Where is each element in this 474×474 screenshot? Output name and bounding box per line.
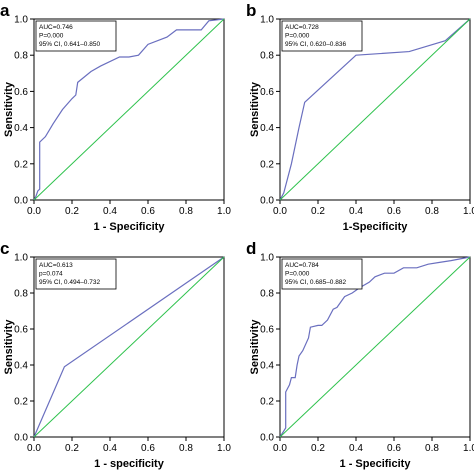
y-tick-label: 0.0 (14, 196, 28, 207)
x-tick-label: 0.0 (273, 443, 287, 454)
panel-letter: a (0, 1, 10, 20)
x-tick-label: 0.6 (141, 206, 155, 217)
annotation-line: 95% CI, 0.641–0.850 (39, 41, 100, 48)
reference-line (33, 256, 225, 438)
reference-line (279, 256, 471, 438)
x-tick-label: 0.2 (311, 443, 325, 454)
y-tick-label: 0.8 (14, 289, 28, 300)
x-tick-label: 0.4 (103, 443, 117, 454)
roc-panel-b: 0.0 0.2 0.4 0.6 0.8 1.0 0.0 0.2 0.4 0.6 0.8 1.0 1-Sp… (246, 1, 474, 233)
y-tick-label: 1.0 (14, 253, 28, 264)
panel-letter: d (246, 239, 256, 258)
x-tick-label: 0.4 (349, 443, 363, 454)
roc-curve (33, 256, 225, 438)
y-axis-title: Sensitivity (3, 319, 15, 375)
y-tick-label: 0.8 (14, 51, 28, 62)
y-tick-label: 1.0 (260, 15, 274, 26)
roc-curve (279, 256, 471, 438)
annotation-line: P=0.000 (285, 271, 310, 278)
x-tick-label: 0.4 (103, 206, 117, 217)
x-tick-label: 0.8 (179, 443, 193, 454)
annotation-line: p=0.074 (39, 271, 63, 278)
x-tick-label: 0.0 (273, 206, 287, 217)
x-tick-label: 1.0 (463, 206, 474, 217)
x-axis-title: 1 - Specificity (340, 458, 412, 470)
panel-letter: b (246, 1, 256, 20)
panel-letter: c (0, 239, 9, 258)
y-tick-label: 1.0 (14, 15, 28, 26)
x-tick-label: 0.6 (141, 443, 155, 454)
annotation-line: AUC=0.613 (39, 262, 73, 269)
roc-panel-d: 0.0 0.2 0.4 0.6 0.8 1.0 0.0 0.2 0.4 0.6 0.8 1.0 1 - … (246, 239, 474, 470)
y-tick-label: 0.6 (260, 87, 274, 98)
y-tick-label: 0.0 (260, 433, 274, 444)
annotation-box (281, 258, 363, 290)
x-tick-label: 0.2 (65, 443, 79, 454)
x-tick-label: 0.8 (425, 443, 439, 454)
y-tick-label: 0.6 (260, 325, 274, 336)
annotation-line: AUC=0.746 (39, 24, 73, 31)
y-tick-label: 0.2 (260, 159, 274, 170)
x-tick-label: 0.6 (387, 443, 401, 454)
y-axis-title: Sensitivity (3, 81, 15, 137)
y-tick-label: 0.2 (14, 159, 28, 170)
y-axis-title: Sensitivity (249, 81, 261, 137)
x-tick-label: 1.0 (217, 206, 231, 217)
y-tick-label: 0.6 (14, 87, 28, 98)
annotation-line: 95% CI, 0.620–0.836 (285, 41, 346, 48)
x-tick-label: 0.0 (27, 443, 41, 454)
roc-panel-c: 0.0 0.2 0.4 0.6 0.8 1.0 0.0 0.2 0.4 0.6 0.8 1.0 1 - … (0, 239, 231, 470)
roc-curve (33, 18, 225, 201)
annotation-line: P=0.000 (39, 33, 64, 40)
x-tick-label: 0.8 (425, 206, 439, 217)
roc-panel-a: 0.0 0.2 0.4 0.6 0.8 1.0 0.0 0.2 0.4 0.6 0.8 1.0 1 - … (0, 1, 231, 233)
y-tick-label: 0.4 (260, 361, 274, 372)
annotation-line: AUC=0.784 (285, 262, 319, 269)
x-tick-label: 0.6 (387, 206, 401, 217)
y-tick-label: 0.0 (14, 433, 28, 444)
y-tick-label: 0.2 (14, 397, 28, 408)
x-tick-label: 0.8 (179, 206, 193, 217)
y-tick-label: 1.0 (260, 253, 274, 264)
x-tick-label: 0.4 (349, 206, 363, 217)
x-tick-label: 1.0 (217, 443, 231, 454)
y-tick-label: 0.0 (260, 196, 274, 207)
y-tick-label: 0.4 (14, 361, 28, 372)
annotation-box (281, 20, 363, 52)
y-tick-label: 0.8 (260, 289, 274, 300)
annotation-line: 95% CI, 0.685–0.882 (285, 279, 346, 286)
annotation-line: 95% CI, 0.494–0.732 (39, 279, 100, 286)
y-tick-label: 0.2 (260, 397, 274, 408)
y-tick-label: 0.4 (260, 123, 274, 134)
roc-curve (279, 18, 471, 201)
x-tick-label: 1.0 (463, 443, 474, 454)
x-tick-label: 0.2 (311, 206, 325, 217)
annotation-box (35, 258, 117, 290)
y-tick-label: 0.8 (260, 51, 274, 62)
reference-line (279, 18, 471, 201)
x-axis-title: 1 - Specificity (94, 221, 166, 233)
y-axis-title: Sensitivity (249, 319, 261, 375)
y-tick-label: 0.6 (14, 325, 28, 336)
annotation-line: P=0.000 (285, 33, 310, 40)
annotation-line: AUC=0.728 (285, 24, 319, 31)
reference-line (33, 18, 225, 201)
x-tick-label: 0.0 (27, 206, 41, 217)
y-tick-label: 0.4 (14, 123, 28, 134)
x-tick-label: 0.2 (65, 206, 79, 217)
x-axis-title: 1-Specificity (343, 221, 409, 233)
x-axis-title: 1 - specificity (94, 458, 165, 470)
annotation-box (35, 20, 117, 52)
